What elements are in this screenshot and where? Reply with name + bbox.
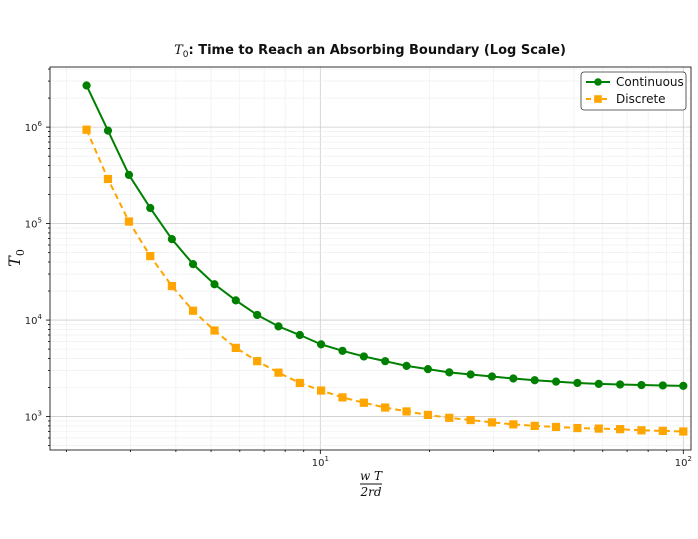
data-point (637, 380, 646, 390)
data-point (445, 413, 454, 422)
legend-item-discrete: Discrete (586, 92, 666, 106)
ylabel-subscript: 0 (14, 249, 27, 256)
y-tick-label: 104 (25, 313, 43, 327)
data-point (359, 398, 368, 407)
data-point (509, 420, 518, 429)
data-point (146, 252, 155, 261)
data-point (381, 357, 390, 366)
data-point (231, 296, 240, 305)
title-subscript: 0 (183, 50, 189, 60)
data-point (338, 393, 347, 402)
data-point (103, 174, 113, 184)
title-text: : Time to Reach an Absorbing Boundary (L… (188, 43, 565, 58)
data-point (124, 217, 134, 226)
ylabel-symbol: T (5, 255, 24, 267)
xlabel-denominator: 2rd (359, 485, 381, 499)
data-point (295, 378, 304, 388)
data-point (594, 424, 603, 433)
legend-label: Continuous (616, 75, 684, 89)
data-point (423, 365, 433, 374)
series-layer (82, 81, 688, 436)
data-point (124, 170, 134, 179)
tick-labels: 101 102 103 104 105 106 (25, 120, 692, 469)
data-point (616, 425, 625, 434)
data-point (658, 381, 667, 390)
data-point (594, 379, 603, 388)
data-point (402, 361, 411, 370)
data-point (359, 352, 368, 361)
data-point (274, 322, 283, 331)
title-symbol: T (174, 43, 184, 58)
data-point (188, 260, 198, 269)
x-tick-label: 102 (675, 455, 692, 469)
plot-frame (49, 66, 692, 451)
data-point (679, 381, 688, 390)
data-point (146, 203, 155, 213)
data-point (551, 377, 561, 386)
data-point (445, 368, 454, 377)
data-point (317, 340, 326, 349)
data-point (466, 415, 475, 425)
data-point (274, 368, 283, 377)
data-point (551, 422, 561, 432)
data-point (466, 370, 475, 379)
data-point (530, 421, 539, 430)
data-point (487, 372, 497, 381)
data-point (423, 410, 433, 420)
x-axis-label: w T 2rd (359, 469, 383, 499)
data-point (231, 343, 240, 352)
data-point (402, 407, 411, 416)
y-axis-label: T0 (5, 249, 27, 267)
x-tick-label: 101 (312, 455, 329, 469)
svg-text:T0: T0 (5, 249, 27, 267)
data-point (167, 281, 176, 291)
y-tick-label: 105 (25, 217, 42, 231)
data-point (253, 357, 262, 366)
data-point (295, 330, 304, 340)
legend-item-continuous: Continuous (586, 75, 684, 89)
data-point (317, 386, 326, 395)
legend-marker (594, 95, 602, 103)
data-point (103, 126, 113, 135)
chart-title: T0: Time to Reach an Absorbing Boundary … (174, 43, 566, 60)
data-point (573, 378, 582, 388)
data-point (82, 125, 91, 134)
data-point (253, 310, 262, 320)
xlabel-numerator: w T (360, 469, 383, 483)
data-point (167, 235, 176, 244)
data-point (530, 376, 539, 385)
data-point (210, 326, 219, 335)
grid (50, 67, 691, 450)
data-point (509, 374, 518, 383)
data-point (210, 280, 219, 289)
data-point (658, 426, 667, 435)
legend-label: Discrete (616, 92, 666, 106)
y-tick-label: 106 (25, 120, 43, 134)
legend: Continuous Discrete (580, 71, 687, 111)
data-point (381, 403, 390, 412)
series-continuous (82, 81, 688, 390)
data-point (679, 427, 688, 436)
data-point (616, 380, 625, 389)
data-point (573, 423, 582, 433)
data-point (487, 418, 497, 427)
data-point (338, 346, 347, 355)
series-discrete (82, 125, 688, 436)
data-point (637, 426, 646, 435)
series-line-discrete (85, 129, 684, 433)
legend-marker (594, 78, 602, 86)
y-tick-label: 103 (25, 410, 42, 424)
data-point (188, 306, 198, 315)
axis-ticks (46, 68, 684, 454)
data-point (82, 81, 91, 90)
